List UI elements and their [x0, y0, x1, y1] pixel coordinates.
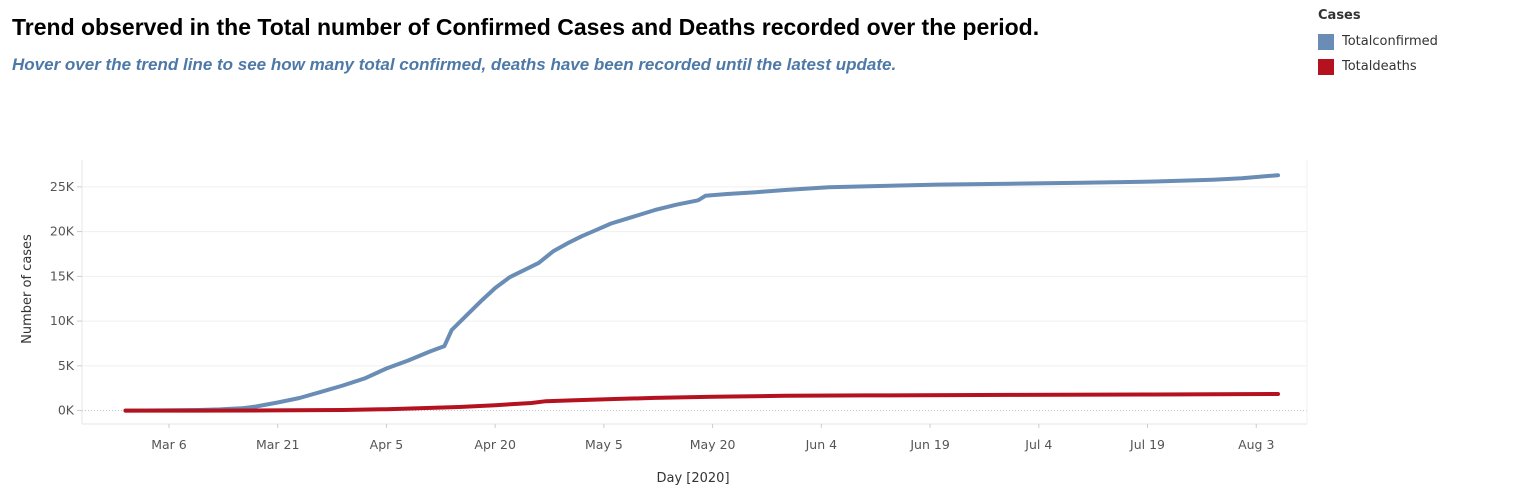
x-tick-label: Mar 21	[256, 437, 299, 452]
y-tick-label: 5K	[58, 358, 75, 373]
x-tick-label: Apr 20	[474, 437, 516, 452]
y-axis: 0K 5K 10K 15K 20K 25K	[50, 179, 82, 418]
x-tick-label: Aug 3	[1238, 437, 1274, 452]
x-tick-label: Jul 19	[1129, 437, 1165, 452]
legend-swatch-totaldeaths	[1318, 58, 1334, 75]
x-tick-label: Jul 4	[1024, 437, 1052, 452]
legend-title: Cases	[1318, 8, 1361, 23]
legend-item-totalconfirmed[interactable]: Totalconfirmed	[1318, 29, 1438, 54]
x-tick-label: Jun 19	[909, 437, 949, 452]
chart-title: Trend observed in the Total number of Co…	[12, 14, 1040, 40]
x-tick-label: May 20	[690, 437, 736, 452]
y-tick-label: 15K	[50, 268, 75, 283]
y-tick-label: 20K	[50, 224, 75, 239]
legend: Cases Totalconfirmed Totaldeaths	[1318, 8, 1438, 79]
y-tick-label: 25K	[50, 179, 75, 194]
chart-subtitle: Hover over the trend line to see how man…	[12, 55, 897, 74]
x-tick-label: Mar 6	[151, 437, 187, 452]
x-axis-title: Day [2020]	[656, 471, 729, 486]
x-tick-label: Apr 5	[370, 437, 404, 452]
y-axis-title: Number of cases	[20, 234, 35, 344]
y-tick-label: 0K	[58, 403, 75, 418]
x-tick-label: May 5	[585, 437, 623, 452]
x-tick-label: Jun 4	[805, 437, 838, 452]
legend-swatch-totalconfirmed	[1318, 33, 1334, 50]
legend-label-totaldeaths: Totaldeaths	[1342, 59, 1417, 74]
y-tick-label: 10K	[50, 313, 75, 328]
legend-item-totaldeaths[interactable]: Totaldeaths	[1318, 54, 1438, 79]
x-axis: Mar 6 Mar 21 Apr 5 Apr 20 May 5 May 20 Jun 4 Ju…	[151, 424, 1274, 452]
series-line-totalconfirmed	[123, 173, 1280, 413]
gridlines	[82, 186, 1307, 412]
legend-label-totalconfirmed: Totalconfirmed	[1342, 34, 1438, 49]
series-line-totaldeaths	[123, 392, 1280, 413]
series-lines	[123, 173, 1280, 413]
plot-frame	[81, 160, 1308, 425]
